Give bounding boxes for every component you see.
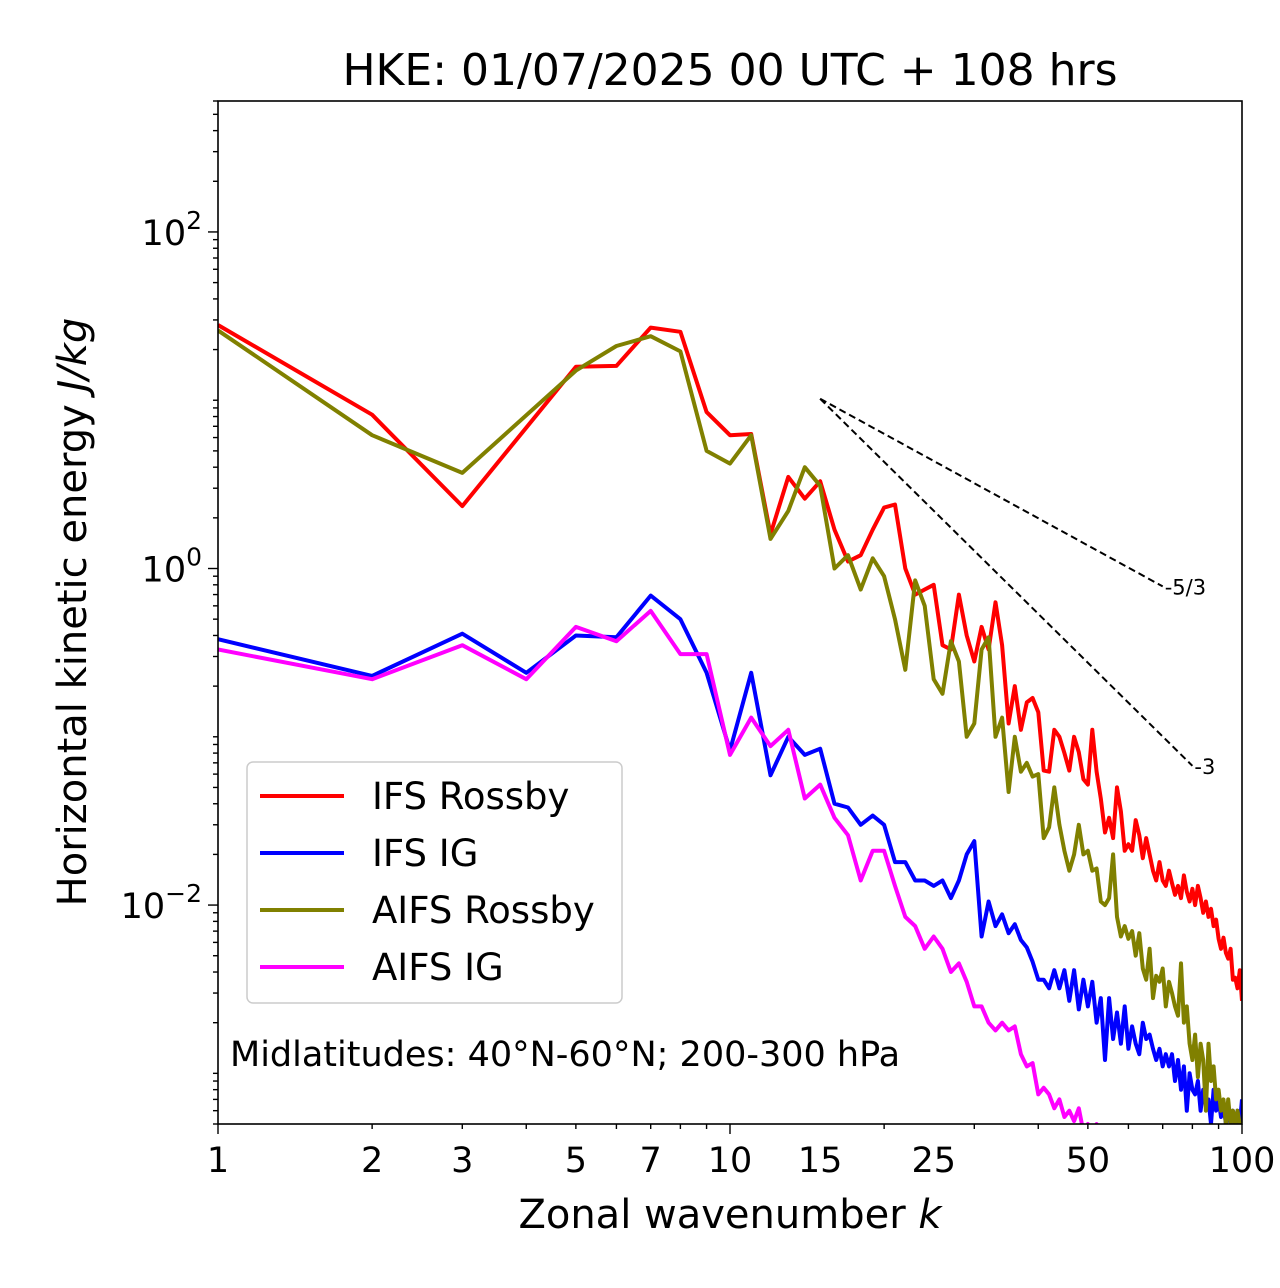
x-tick-label: 100 <box>1209 1141 1276 1181</box>
y-axis-label-text: Horizontal kinetic energy <box>50 392 96 907</box>
chart-title: HKE: 01/07/2025 00 UTC + 108 hrs <box>342 45 1117 96</box>
reference-line-label: -5/3 <box>1165 575 1206 599</box>
y-tick-label: 102 <box>142 206 202 254</box>
x-tick-label: 15 <box>798 1141 843 1181</box>
y-tick-label-exponent: 0 <box>186 543 202 572</box>
series-line-aifs-ig <box>218 608 1099 1124</box>
legend: IFS Rossby IFS IG AIFS Rossby AIFS IG <box>246 761 623 1004</box>
reference-line-label: -3 <box>1194 755 1215 779</box>
y-tick-label-base: 10 <box>142 551 187 591</box>
reference-slope-labels: -5/3 -3 <box>1165 575 1216 778</box>
x-tick-label: 10 <box>708 1141 753 1181</box>
reference-line <box>819 397 1164 588</box>
series-line-ifs-ig <box>218 593 1242 1124</box>
region-annotation: Midlatitudes: 40°N-60°N; 200-300 hPa <box>230 1035 900 1075</box>
y-tick-label-exponent: −2 <box>165 879 202 908</box>
x-tick-label: 3 <box>451 1141 473 1181</box>
y-tick-label: 100 <box>142 543 202 591</box>
legend-label: IFS Rossby <box>372 775 569 818</box>
x-tick-labels: 1 2 3 5 7 10 15 25 50 100 <box>207 1141 1276 1181</box>
legend-label: AIFS Rossby <box>372 889 595 932</box>
axis-ticks <box>208 100 1243 1134</box>
x-tick-label: 2 <box>361 1141 383 1181</box>
y-tick-label-base: 10 <box>121 887 166 927</box>
y-axis-label-units: J/kg <box>50 318 96 399</box>
series-line-aifs-rossby <box>218 328 1242 1124</box>
y-tick-label-base: 10 <box>142 214 187 254</box>
legend-label: AIFS IG <box>372 946 504 989</box>
x-tick-label: 5 <box>565 1141 587 1181</box>
legend-label: IFS IG <box>372 832 478 875</box>
series-line-ifs-rossby <box>218 323 1242 1001</box>
reference-line <box>819 398 1194 767</box>
y-axis-label: Horizontal kinetic energy J/kg <box>50 318 96 907</box>
x-tick-label: 1 <box>207 1141 229 1181</box>
legend-box <box>246 761 623 1004</box>
x-axis-label-variable: k <box>918 1192 943 1238</box>
y-tick-label: 10−2 <box>121 879 202 927</box>
x-tick-label: 25 <box>911 1141 956 1181</box>
x-tick-label: 7 <box>640 1141 662 1181</box>
series-lines <box>218 323 1242 1124</box>
x-axis-label-text: Zonal wavenumber <box>518 1192 918 1238</box>
y-tick-label-exponent: 2 <box>186 206 202 235</box>
reference-slope-lines <box>819 397 1194 767</box>
plot-frame <box>217 100 1243 1125</box>
x-axis-label: Zonal wavenumber k <box>518 1192 943 1238</box>
x-tick-label: 50 <box>1066 1141 1111 1181</box>
